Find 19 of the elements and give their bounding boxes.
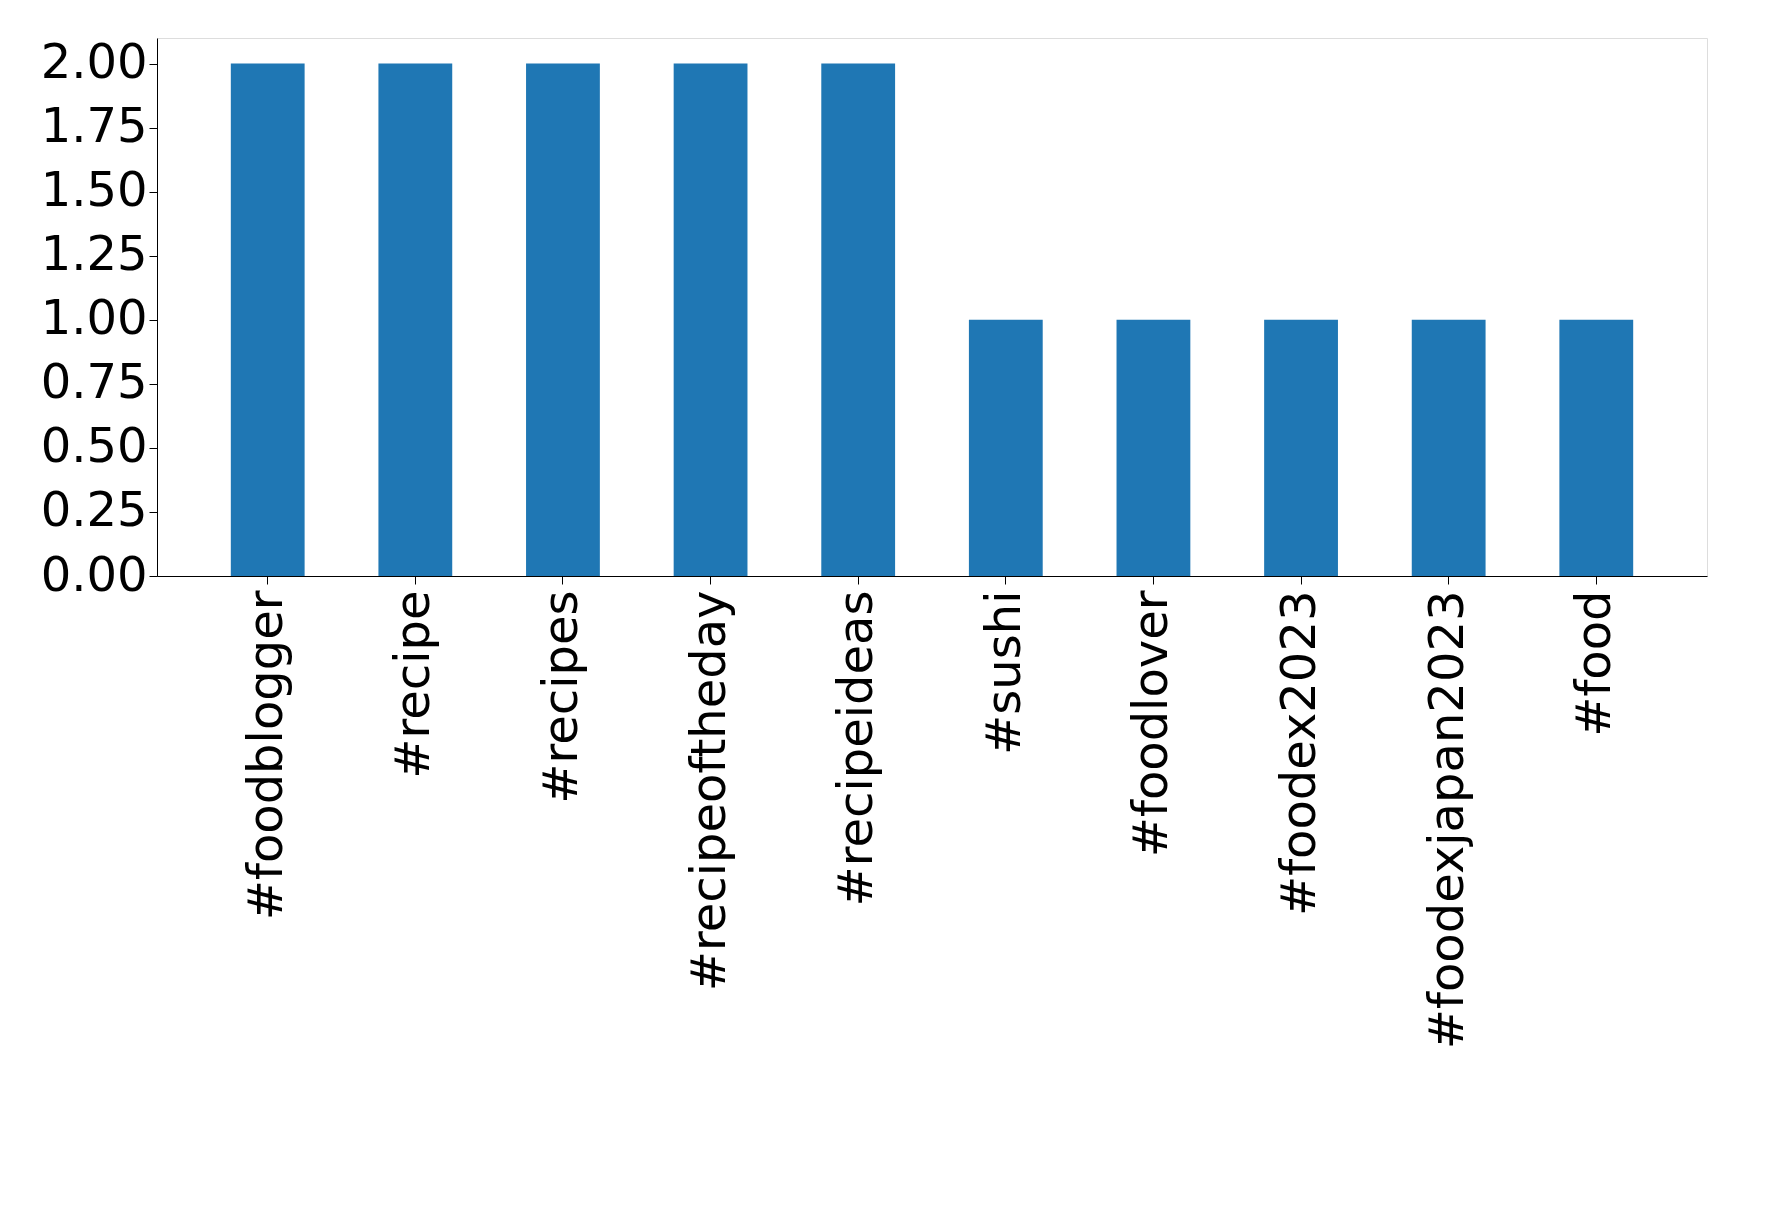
x-tick-label: #foodlover	[1122, 590, 1179, 858]
x-tick-label: #foodex2023	[1270, 590, 1327, 917]
y-tick-label: 0.25	[40, 481, 148, 538]
x-tick-label: #recipes	[531, 590, 588, 804]
y-tick-label: 0.75	[40, 353, 148, 410]
x-tick-label: #foodexjapan2023	[1417, 590, 1474, 1050]
x-tick-label: #food	[1565, 590, 1622, 737]
x-tick-label: #recipeoftheday	[679, 590, 736, 992]
y-tick-label: 2.00	[40, 33, 148, 90]
y-tick-label: 1.25	[40, 225, 148, 282]
y-tick-label: 1.00	[40, 289, 148, 346]
x-tick-label: #foodblogger	[236, 590, 293, 921]
x-tick-label: #recipe	[384, 590, 441, 779]
y-tick-label: 1.75	[40, 97, 148, 154]
y-tick-label: 0.50	[40, 417, 148, 474]
y-tick-label: 0.00	[40, 545, 148, 602]
x-tick-label: #recipeideas	[827, 590, 884, 907]
x-tick-label: #sushi	[974, 590, 1031, 755]
y-tick-label: 1.50	[40, 161, 148, 218]
